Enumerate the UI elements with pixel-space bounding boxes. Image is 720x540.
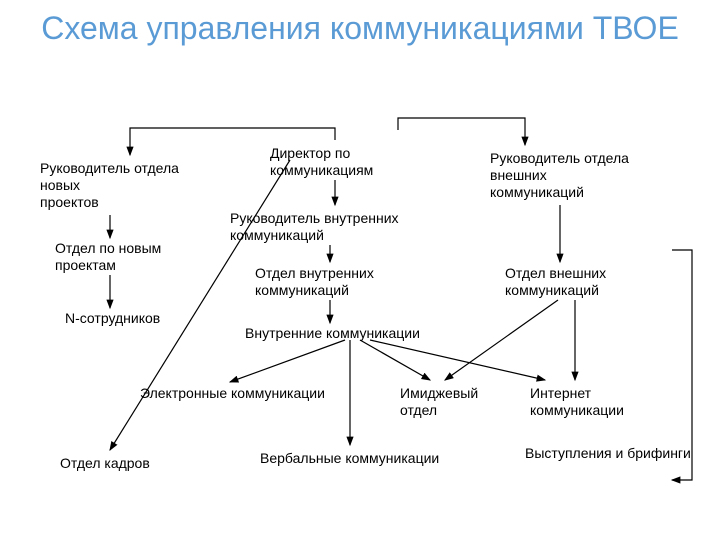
node-speeches: Выступления и брифинги	[525, 445, 715, 462]
node-head_int: Руководитель внутренних коммуникаций	[230, 210, 460, 244]
edge	[370, 340, 545, 380]
node-ecomm: Электронные коммуникации	[140, 385, 350, 402]
edge	[445, 300, 558, 380]
node-dept_ext: Отдел внешних коммуникаций	[505, 265, 665, 299]
node-dept_int: Отдел внутренних коммуникаций	[255, 265, 425, 299]
page-title: Схема управления коммуникациями ТВОЕ	[0, 10, 720, 47]
edge	[398, 118, 525, 145]
node-hr: Отдел кадров	[60, 455, 180, 472]
node-verbal: Вербальные коммуникации	[260, 450, 470, 467]
node-image_dept: Имиджевый отдел	[400, 385, 520, 419]
edge	[230, 340, 345, 382]
node-head_ext: Руководитель отдела внешних коммуникаций	[490, 150, 670, 200]
node-n_staff: N-сотрудников	[65, 310, 185, 327]
node-internet: Интернет коммуникации	[530, 385, 670, 419]
node-head_new: Руководитель отдела новых проектов	[40, 160, 210, 210]
node-director: Директор по коммуникациям	[270, 145, 430, 179]
edge	[360, 340, 430, 380]
node-int_comm: Внутренние коммуникации	[245, 325, 455, 342]
node-dept_new: Отдел по новым проектам	[55, 240, 205, 274]
